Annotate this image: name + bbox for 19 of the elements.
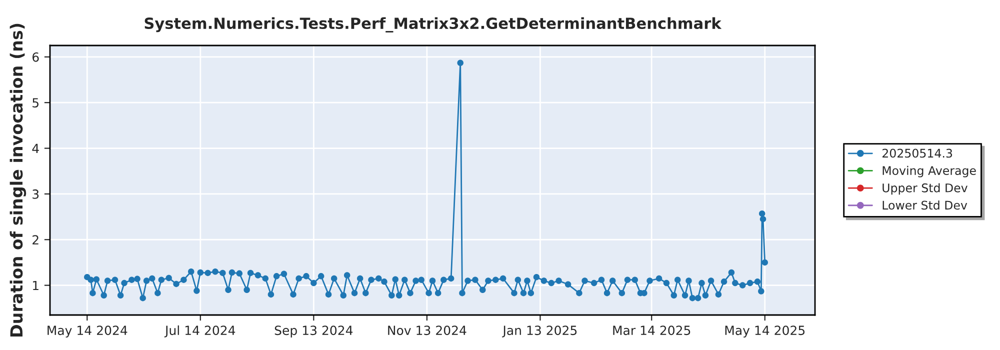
x-tick-label: Sep 13 2024 (274, 326, 353, 338)
legend-label: 20250514.3 (882, 148, 952, 158)
x-tick-label: Jan 13 2025 (502, 326, 577, 338)
y-tick-label: 4 (32, 144, 39, 154)
legend-label: Moving Average (882, 166, 976, 178)
x-tick-label: Nov 13 2024 (388, 326, 466, 336)
y-tick-label: 3 (32, 189, 39, 199)
x-tick-label: May 14 2025 (725, 326, 805, 338)
y-tick-label: 1 (33, 280, 38, 290)
y-axis-title: Duration of single invocation (ns) (10, 24, 26, 336)
legend-label: Upper Std Dev (882, 183, 968, 195)
x-tick-label: May 14 2024 (48, 326, 128, 338)
y-tick-label: 2 (32, 235, 38, 244)
x-tick-label: Jul 14 2024 (164, 325, 236, 338)
y-tick-label: 6 (32, 52, 39, 62)
legend-label: Lower Std Dev (882, 200, 968, 210)
x-tick-label: Mar 14 2025 (613, 326, 690, 336)
chart-title: System.Numerics.Tests.Perf_Matrix3x2.GetDeterminantBenchmark (144, 17, 722, 32)
y-tick-label: 5 (32, 98, 38, 108)
